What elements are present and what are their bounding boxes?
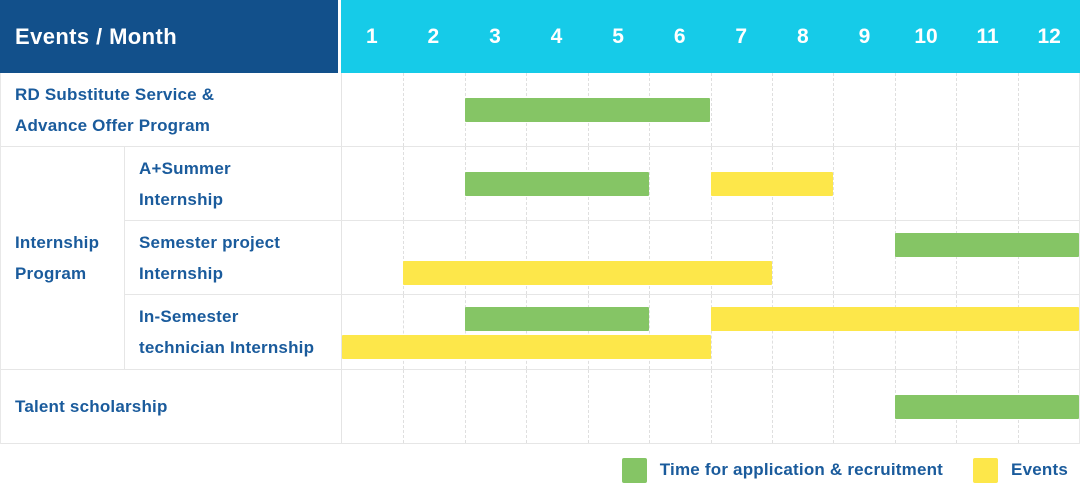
month-gridline [403, 221, 405, 294]
month-header-10: 10 [914, 24, 938, 48]
application-bar [464, 307, 650, 331]
legend-item-events: Events [973, 457, 1068, 483]
table-row-a-summer-internship: A+Summer Internship [125, 147, 1079, 221]
month-gridline [403, 370, 405, 443]
event-bar [710, 307, 1079, 331]
application-bar [464, 98, 711, 122]
table-body: RD Substitute Service & Advance Offer Pr… [0, 73, 1080, 444]
month-gridline [710, 221, 712, 294]
month-header-12: 12 [1037, 24, 1061, 48]
table-row-semester-project-internship: Semester project Internship [125, 221, 1079, 295]
month-gridline [464, 370, 466, 443]
month-header-9: 9 [858, 24, 871, 48]
month-gridline [894, 295, 896, 369]
month-gridline [894, 147, 896, 220]
month-gridline [710, 370, 712, 443]
application-bar [464, 172, 650, 196]
month-gridline [1017, 147, 1019, 220]
month-gridline [649, 295, 651, 369]
month-header-4: 4 [550, 24, 563, 48]
month-gridline [1017, 73, 1019, 146]
month-gridline [771, 370, 773, 443]
month-gridline [403, 295, 405, 369]
bars-area-talent-scholarship [342, 370, 1079, 443]
month-gridline [464, 221, 466, 294]
table-row-rd-substitute-service-advance-offer-program: RD Substitute Service & Advance Offer Pr… [1, 73, 1079, 147]
bars-area-a-summer-internship [342, 147, 1079, 220]
table-header: Events / Month 1 2 3 4 5 6 7 8 9 10 11 12 [0, 0, 1080, 73]
group-block-internship-program: Internship Program A+Summer Internship Sem… [1, 147, 1079, 370]
month-gridline [956, 73, 958, 146]
events-legend-label: Events [1011, 460, 1068, 479]
table-row-in-semester-technician-internship: In-Semester technician Internship [125, 295, 1079, 369]
row-label-semester-project-internship: Semester project Internship [125, 221, 342, 294]
group-rows-internship-program: A+Summer Internship Semester project Inte… [125, 147, 1079, 369]
row-label-talent-scholarship: Talent scholarship [1, 370, 342, 443]
month-gridline [771, 73, 773, 146]
month-gridline [894, 221, 896, 294]
table-row-talent-scholarship: Talent scholarship [1, 370, 1079, 444]
month-gridline [956, 147, 958, 220]
month-header-8: 8 [796, 24, 809, 48]
application-bar [894, 233, 1079, 257]
month-gridline [833, 295, 835, 369]
month-gridline [1017, 221, 1019, 294]
month-gridline [894, 73, 896, 146]
event-bar [710, 172, 834, 196]
month-header-5: 5 [612, 24, 624, 48]
month-gridline [1017, 295, 1019, 369]
month-gridline [833, 73, 835, 146]
months-header: 1 2 3 4 5 6 7 8 9 10 11 12 [341, 0, 1080, 73]
month-header-3: 3 [489, 24, 501, 48]
legend: Time for application & recruitment Event… [0, 444, 1080, 494]
month-gridline [833, 221, 835, 294]
month-gridline [833, 147, 835, 220]
month-gridline [526, 221, 528, 294]
month-gridline [649, 221, 651, 294]
month-header-7: 7 [735, 24, 748, 48]
month-gridline [526, 370, 528, 443]
month-gridline [526, 295, 528, 369]
legend-item-application: Time for application & recruitment [621, 457, 944, 483]
month-gridline [833, 370, 835, 443]
event-bar [342, 335, 711, 359]
bars-area-semester-project-internship [342, 221, 1079, 294]
application-legend-label: Time for application & recruitment [659, 460, 944, 479]
events-month-header-cell: Events / Month [0, 0, 338, 73]
row-label-a-summer-internship: A+Summer Internship [125, 147, 342, 220]
bars-area-in-semester-technician-internship [342, 295, 1079, 369]
month-gridline [649, 147, 651, 220]
month-gridline [587, 221, 589, 294]
month-gridline [587, 370, 589, 443]
month-gridline [649, 370, 651, 443]
month-gridline [771, 295, 773, 369]
row-label-rd-substitute-service-advance-offer-program: RD Substitute Service & Advance Offer Pr… [1, 73, 342, 146]
month-gridline [710, 295, 712, 369]
month-gridline [403, 147, 405, 220]
month-header-1: 1 [365, 24, 378, 48]
events-legend-swatch [973, 457, 999, 483]
month-gridline [464, 295, 466, 369]
group-label-internship-program: Internship Program [1, 147, 125, 369]
month-header-6: 6 [673, 24, 686, 48]
event-bar [403, 261, 772, 285]
bars-area-rd-substitute-service-advance-offer-program [342, 73, 1079, 146]
month-header-2: 2 [427, 24, 440, 48]
month-gridline [587, 295, 589, 369]
month-gridline [403, 73, 405, 146]
month-gridline [710, 73, 712, 146]
application-legend-swatch [621, 457, 647, 483]
month-gridline [956, 295, 958, 369]
month-header-11: 11 [976, 24, 999, 48]
row-label-in-semester-technician-internship: In-Semester technician Internship [125, 295, 342, 369]
month-gridline [956, 221, 958, 294]
month-gridline [771, 221, 773, 294]
application-bar [894, 395, 1079, 419]
